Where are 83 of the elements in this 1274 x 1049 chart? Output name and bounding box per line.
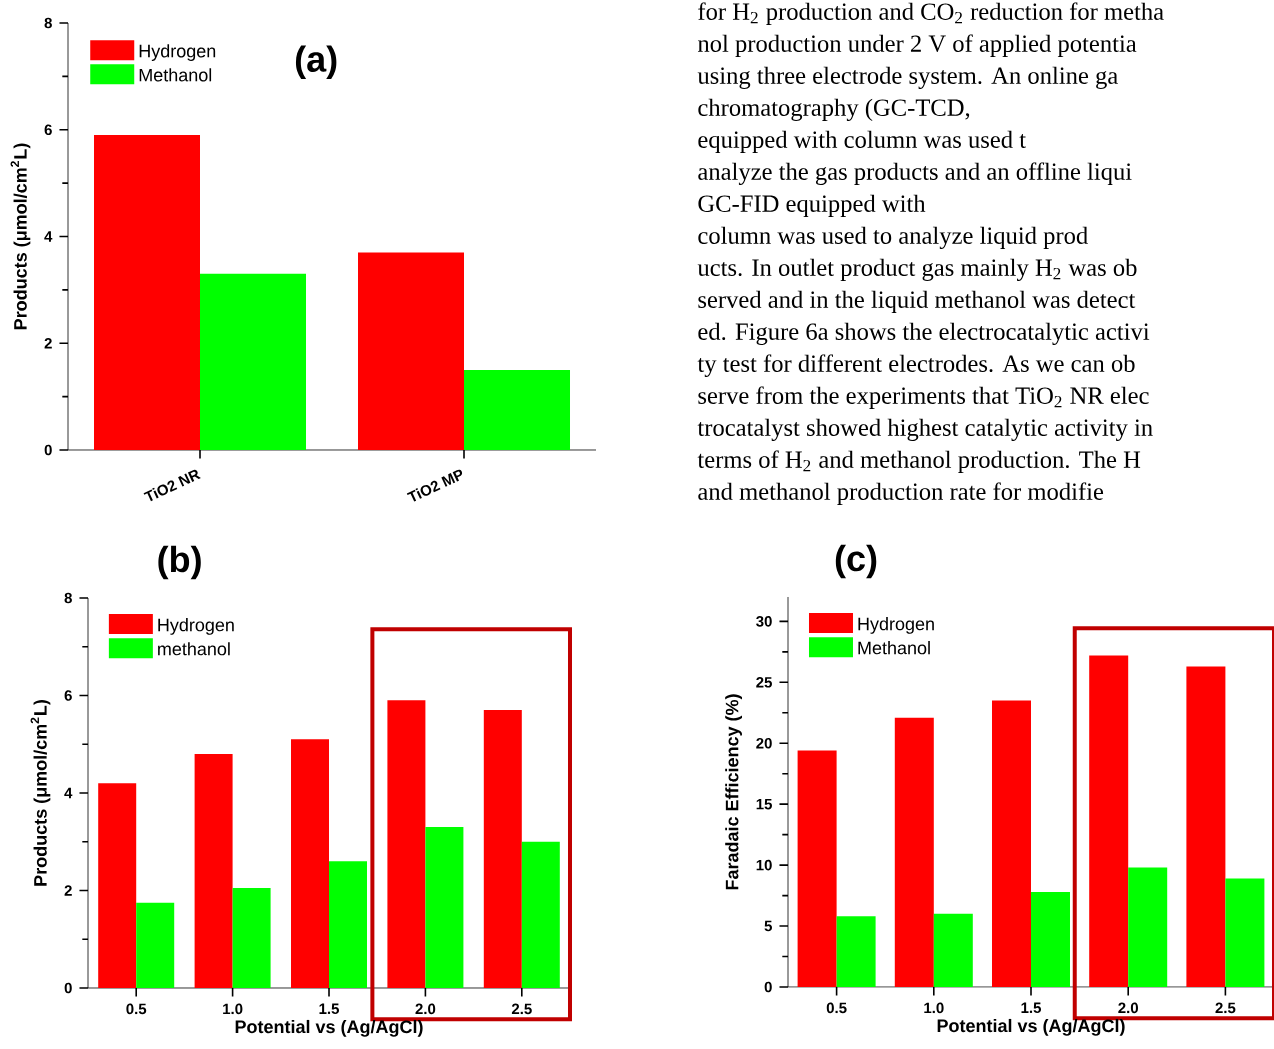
- legend-label: methanol: [158, 642, 230, 656]
- bar: [797, 750, 837, 987]
- text: chromatography (GC-TCD,: [698, 98, 970, 122]
- text: (a): [295, 45, 337, 80]
- y-axis-title: Faradaic Efficiency (%): [725, 694, 742, 890]
- x-tick-label: 1.0: [924, 1002, 944, 1014]
- y-tick-label: 0: [764, 981, 772, 993]
- text: ty test for different electrodes. As we can ob: [697, 354, 1135, 378]
- bar: [98, 783, 137, 988]
- bar: [200, 273, 307, 450]
- bar: [1031, 891, 1070, 987]
- x-axis-title: Potential vs (Ag/AgCl): [235, 1019, 423, 1037]
- x-tick-label: 2.5: [511, 1003, 532, 1015]
- bar: [387, 700, 426, 988]
- chart-title: (c): [835, 544, 877, 579]
- text: and methanol production rate for modifie: [698, 482, 1104, 505]
- legend-label: Methanol: [139, 68, 212, 82]
- x-tick-label: 2.0: [415, 1003, 436, 1015]
- bar: [94, 135, 200, 450]
- bar: [291, 739, 330, 988]
- x-tick-label: 0.5: [826, 1002, 847, 1014]
- bar: [894, 717, 934, 987]
- y-axis-title: Products (μmol/cm$^{2}$L): [30, 700, 51, 886]
- bar: [194, 753, 233, 988]
- text: using three electrode system. An online ga: [697, 66, 1118, 90]
- bar: [464, 369, 571, 450]
- y-tick-label: 2: [64, 885, 72, 896]
- text: ed. Figure 6a shows the electrocatalytic activi: [698, 322, 1150, 346]
- y-tick-label: 5: [764, 920, 772, 932]
- text: GC-FID equipped with: [698, 194, 926, 217]
- chart-title: (b): [158, 545, 201, 580]
- bar: [933, 913, 973, 987]
- bar: [329, 861, 367, 988]
- bar: [232, 888, 271, 988]
- text: analyze the gas products and an offline liqui: [698, 162, 1132, 186]
- text: equipped with column was used t: [698, 130, 1026, 153]
- y-tick-label: 30: [756, 616, 772, 627]
- y-tick-label: 8: [44, 17, 52, 29]
- legend-label: Hydrogen: [858, 617, 934, 634]
- x-tick-label: 1.0: [223, 1003, 243, 1015]
- y-tick-label: 0: [44, 444, 52, 456]
- text: for H$_{2}$ production and CO$_{2}$ reduction for metha: [698, 2, 1164, 25]
- bar: [483, 710, 522, 988]
- x-tick-label: 1.5: [1021, 1002, 1042, 1014]
- bar: [1186, 666, 1226, 987]
- text: ucts. In outlet product gas mainly H$_{2}$ was ob: [697, 258, 1137, 282]
- text: terms of H$_{2}$ and methanol production. The H: [697, 450, 1141, 473]
- legend-label: Hydrogen: [158, 618, 234, 635]
- x-tick-label: 0.5: [126, 1003, 147, 1015]
- bar: [425, 827, 464, 988]
- x-tick-label: 2.0: [1118, 1002, 1138, 1014]
- text: serve from the experiments that TiO$_{2}$ NR elec: [698, 386, 1149, 409]
- y-tick-label: 6: [64, 690, 72, 701]
- bar: [992, 700, 1031, 987]
- x-tick-label: TiO2 MP: [406, 469, 463, 502]
- legend-label: Methanol: [858, 641, 930, 655]
- x-tick-label: TiO2 NR: [143, 469, 201, 502]
- bar: [358, 252, 464, 450]
- x-tick-label: 1.5: [319, 1003, 340, 1015]
- bar: [1128, 867, 1168, 987]
- y-tick-label: 25: [756, 676, 772, 688]
- y-tick-label: 0: [64, 982, 72, 994]
- y-tick-label: 10: [756, 859, 772, 871]
- bar: [1225, 878, 1265, 987]
- bar: [521, 841, 560, 988]
- y-tick-label: 15: [756, 798, 772, 810]
- text: trocatalyst showed highest catalytic activity in: [697, 418, 1153, 442]
- y-tick-label: 8: [64, 592, 72, 604]
- y-tick-label: 4: [64, 787, 73, 799]
- bar: [836, 916, 876, 987]
- y-tick-label: 2: [44, 338, 52, 349]
- x-axis-title: Potential vs (Ag/AgCl): [937, 1018, 1125, 1036]
- x-tick-label: 2.5: [1215, 1002, 1236, 1014]
- text: served and in the liquid methanol was detect: [698, 290, 1136, 313]
- y-axis-title: Products (μmol/cm$^{2}$L): [10, 143, 31, 330]
- text: nol production under 2 V of applied potentia: [697, 34, 1137, 57]
- text: column was used to analyze liquid prod: [698, 226, 1088, 250]
- bar: [1089, 655, 1129, 987]
- bar: [136, 902, 175, 988]
- y-tick-label: 6: [44, 124, 52, 136]
- y-tick-label: 4: [44, 231, 53, 242]
- legend-label: Hydrogen: [139, 44, 216, 61]
- y-tick-label: 20: [756, 737, 772, 749]
